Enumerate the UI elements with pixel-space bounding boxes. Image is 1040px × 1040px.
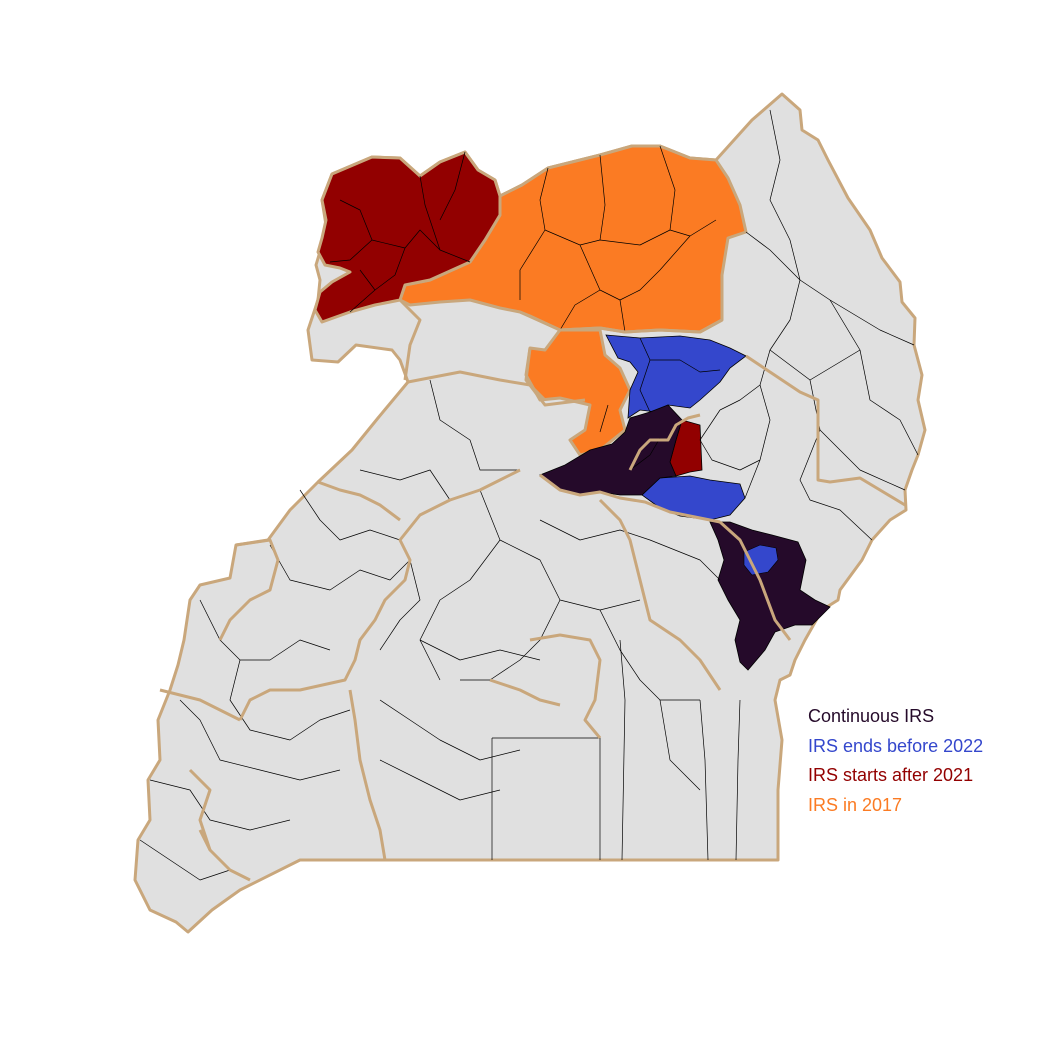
district-borders bbox=[139, 109, 919, 881]
legend-item-irs-ends-before-2022: IRS ends before 2022 bbox=[808, 735, 984, 756]
legend-item-continuous-irs: Continuous IRS bbox=[808, 706, 935, 726]
irs-2017-region bbox=[398, 144, 748, 457]
continuous-irs-east bbox=[709, 521, 831, 671]
legend-item-irs-in-2017: IRS in 2017 bbox=[808, 794, 903, 815]
legend: Continuous IRS IRS ends before 2022 IRS … bbox=[808, 702, 983, 820]
region-borders bbox=[159, 298, 906, 882]
legend-item-irs-starts-after-2021: IRS starts after 2021 bbox=[808, 765, 974, 785]
irs-ends-before-2022-north bbox=[605, 334, 747, 419]
